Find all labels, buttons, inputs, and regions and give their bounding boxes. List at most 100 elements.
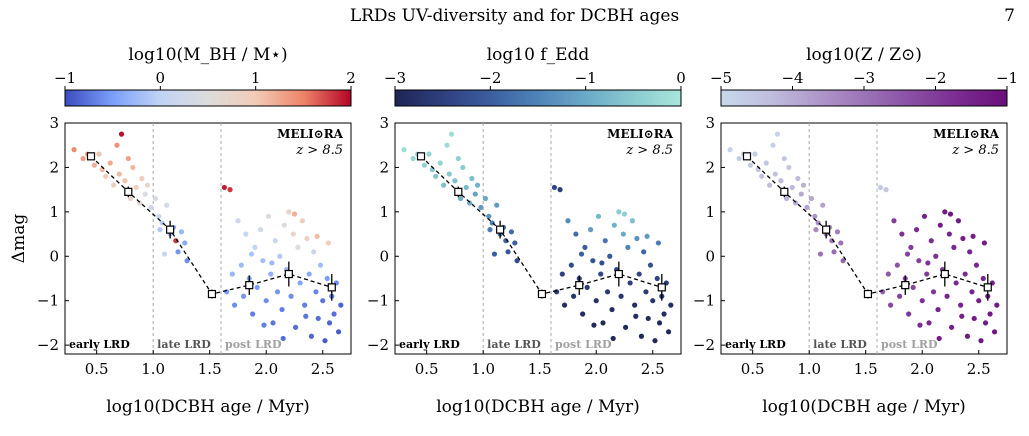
y-tick-label: 0 <box>49 247 59 265</box>
annotation-redshift: z > 8.5 <box>625 143 673 158</box>
x-tick-label: 0.5 <box>415 360 439 378</box>
colorbar-label: log10(Z / Z⊙) <box>806 45 922 65</box>
scatter-point <box>633 313 639 319</box>
x-axis-label: log10(DCBH age / Myr) <box>106 397 310 417</box>
scatter-point <box>959 313 965 319</box>
scatter-point <box>426 151 432 157</box>
scatter-point <box>317 262 324 268</box>
scatter-point <box>315 315 321 322</box>
scatter-points <box>71 131 344 344</box>
scatter-point <box>838 240 844 246</box>
scatter-point <box>306 271 312 277</box>
scatter-point <box>279 306 285 313</box>
scatter-point <box>252 244 258 250</box>
scatter-point <box>638 333 645 339</box>
scatter-point <box>487 227 493 233</box>
scatter-point <box>573 231 579 237</box>
scatter-point <box>644 233 650 239</box>
scatter-point <box>297 280 303 286</box>
scatter-point <box>331 311 337 317</box>
scatter-point <box>625 244 631 250</box>
y-tick-label: 0 <box>379 247 389 265</box>
scatter-point <box>508 229 515 235</box>
scatter-point <box>812 213 818 219</box>
y-tick-label: 3 <box>379 114 389 132</box>
scatter-point <box>421 162 427 168</box>
y-tick-label: −2 <box>693 336 715 354</box>
scatter-point <box>951 244 957 250</box>
scatter-point <box>268 271 274 277</box>
annotation-redshift: z > 8.5 <box>951 143 999 158</box>
scatter-point <box>611 222 617 228</box>
y-tick-label: 2 <box>705 158 715 176</box>
scatter-point <box>486 213 492 219</box>
annotation-simulation: MELI⊙RA <box>933 127 1000 141</box>
plot-frame <box>720 122 1008 355</box>
scatter-point <box>616 209 622 215</box>
x-tick-label: 1.5 <box>198 360 222 378</box>
phase-label: early LRD <box>725 338 786 351</box>
median-marker <box>537 289 547 299</box>
x-tick-label: 1.0 <box>471 360 495 378</box>
colorbar-tick-label: 0 <box>156 69 166 87</box>
phase-label: late LRD <box>487 338 541 351</box>
scatter-point <box>609 306 615 313</box>
page-number: 7 <box>1004 6 1015 26</box>
scatter-point <box>971 315 977 322</box>
scatter-point <box>460 164 466 171</box>
scatter-point <box>164 202 170 208</box>
scatter-point <box>621 211 628 217</box>
scatter-point <box>763 160 769 166</box>
x-tick-label: 2.0 <box>584 360 608 378</box>
scatter-point <box>607 253 613 259</box>
scatter-point <box>804 204 810 211</box>
scatter-point <box>962 271 968 277</box>
scatter-point <box>455 155 461 162</box>
scatter-point <box>229 271 235 277</box>
scatter-point <box>817 251 824 257</box>
median-marker <box>327 283 336 292</box>
scatter-point <box>930 289 937 295</box>
scatter-point <box>904 251 911 257</box>
scatter-point <box>457 195 464 202</box>
scatter-point <box>281 222 287 228</box>
scatter-point <box>311 249 317 255</box>
scatter-point <box>290 231 296 237</box>
plot-frame <box>64 122 352 355</box>
scatter-point <box>772 171 778 177</box>
scatter-point <box>834 229 841 235</box>
colorbar <box>64 89 352 107</box>
scatter-point <box>634 235 640 242</box>
scatter-point <box>107 160 113 166</box>
scatter-point <box>944 293 950 299</box>
median-line <box>90 155 332 295</box>
y-tick-label: 3 <box>705 114 715 132</box>
scatter-point <box>118 131 125 137</box>
scatter-point <box>590 258 596 264</box>
scatter-point <box>325 240 331 246</box>
scatter-point <box>288 293 294 299</box>
scatter-point <box>781 155 787 162</box>
scatter-point <box>921 213 928 219</box>
scatter-point <box>551 184 557 191</box>
scatter-point <box>910 284 916 290</box>
scatter-point <box>265 213 272 219</box>
scatter-point <box>322 338 328 344</box>
scatter-point <box>946 231 952 237</box>
scatter-point <box>747 162 753 168</box>
median-marker <box>742 152 752 161</box>
scatter-point <box>580 311 586 317</box>
scatter-point <box>410 155 416 162</box>
scatter-point <box>469 175 475 182</box>
scatter-point <box>928 238 934 244</box>
scatter-point <box>627 280 633 286</box>
scatter-point <box>665 329 672 335</box>
scatter-point <box>582 244 588 250</box>
scatter-point <box>958 302 964 308</box>
scatter-point <box>295 244 301 250</box>
colorbar <box>720 89 1008 107</box>
scatter-point <box>152 195 159 202</box>
median-marker <box>416 152 426 161</box>
scatter-point <box>557 187 563 193</box>
scatter-point <box>260 258 266 264</box>
